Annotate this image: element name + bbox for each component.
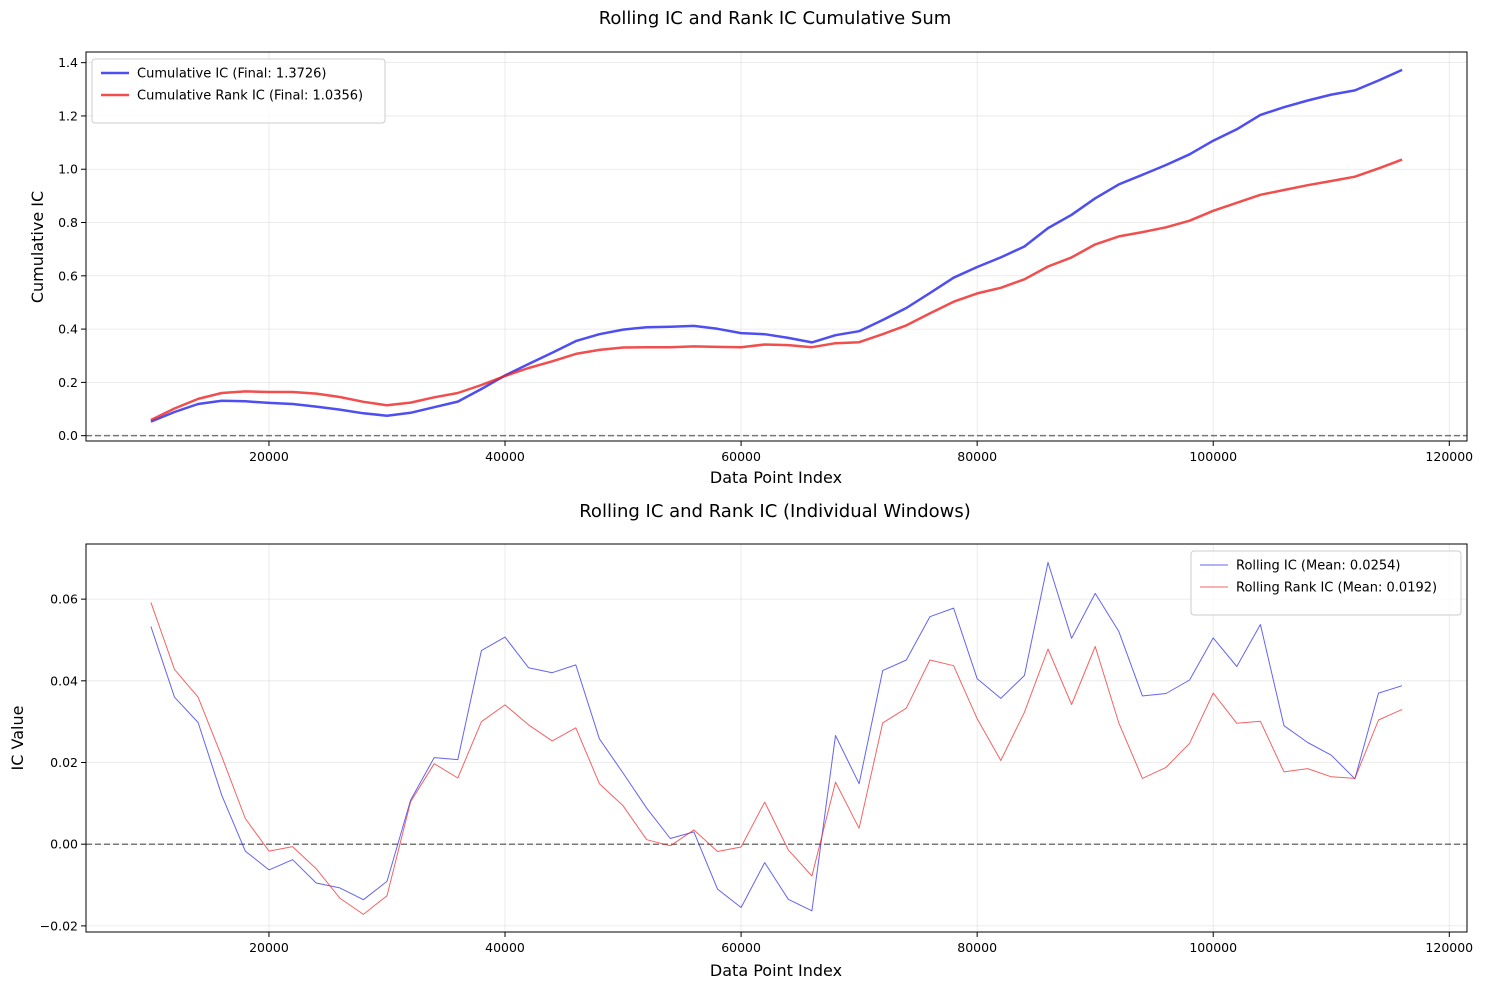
y-tick-label: 0.00 <box>50 837 78 852</box>
plot-frame <box>85 51 1468 442</box>
series-line-1 <box>150 602 1403 915</box>
x-tick-label: 80000 <box>957 449 997 464</box>
series-line-0 <box>150 561 1403 912</box>
y-tick-label: 0.8 <box>58 215 78 230</box>
chart-title: Rolling IC and Rank IC Cumulative Sum <box>599 8 952 29</box>
legend-label: Cumulative IC (Final: 1.3726) <box>137 67 326 82</box>
cumulative-ic-chart: Rolling IC and Rank IC Cumulative Sum 20… <box>28 8 1473 487</box>
x-tick-label: 20000 <box>249 940 289 955</box>
plot-frame <box>85 543 1468 933</box>
y-tick-label: 1.4 <box>58 55 78 70</box>
legend-label: Cumulative Rank IC (Final: 1.0356) <box>137 89 363 104</box>
x-axis-label: Data Point Index <box>710 961 842 980</box>
legend-label: Rolling IC (Mean: 0.0254) <box>1236 559 1400 574</box>
legend-box <box>1190 550 1462 616</box>
legend-box <box>91 58 386 124</box>
chart-title: Rolling IC and Rank IC (Individual Windo… <box>579 501 971 522</box>
legend: Cumulative IC (Final: 1.3726) Cumulative … <box>91 58 386 124</box>
y-tick-label: 0.02 <box>50 755 78 770</box>
x-tick-label: 100000 <box>1189 940 1237 955</box>
y-tick-label: −0.02 <box>40 918 78 933</box>
series-line-0 <box>150 68 1403 423</box>
x-tick-label: 60000 <box>721 449 761 464</box>
legend: Rolling IC (Mean: 0.0254) Rolling Rank IC… <box>1190 550 1462 616</box>
y-axis-label: Cumulative IC <box>28 191 47 303</box>
x-axis-label: Data Point Index <box>710 468 842 487</box>
y-tick-label: 1.2 <box>58 108 78 123</box>
y-tick-label: 1.0 <box>58 162 78 177</box>
series-line-1 <box>150 158 1403 422</box>
x-tick-label: 80000 <box>957 940 997 955</box>
legend-label: Rolling Rank IC (Mean: 0.0192) <box>1236 581 1437 596</box>
y-tick-label: 0.0 <box>58 428 78 443</box>
y-tick-label: 0.04 <box>50 673 78 688</box>
x-tick-label: 100000 <box>1189 449 1237 464</box>
individual-windows-chart: Rolling IC and Rank IC (Individual Windo… <box>8 501 1473 980</box>
x-tick-label: 20000 <box>249 449 289 464</box>
y-tick-label: 0.2 <box>58 375 78 390</box>
x-tick-label: 40000 <box>485 940 525 955</box>
x-tick-label: 60000 <box>721 940 761 955</box>
y-tick-label: 0.6 <box>58 268 78 283</box>
y-tick-label: 0.06 <box>50 592 78 607</box>
y-tick-label: 0.4 <box>58 322 78 337</box>
x-tick-label: 120000 <box>1425 940 1473 955</box>
y-axis-label: IC Value <box>8 706 27 771</box>
x-tick-label: 120000 <box>1425 449 1473 464</box>
x-tick-label: 40000 <box>485 449 525 464</box>
